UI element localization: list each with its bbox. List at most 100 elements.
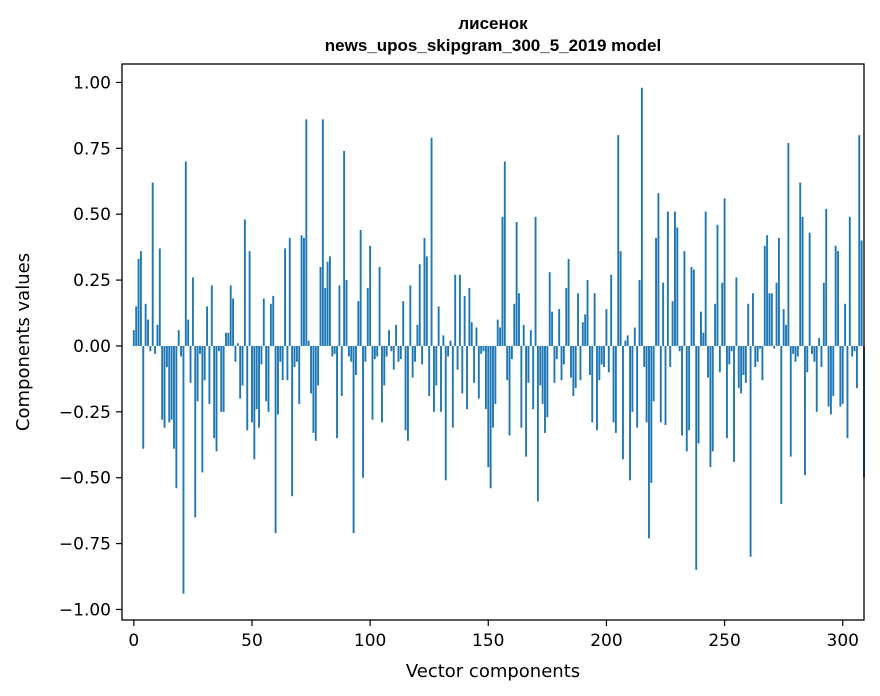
bar-27 xyxy=(196,345,199,402)
bar-121 xyxy=(418,264,421,346)
bar-65 xyxy=(286,345,289,381)
bar-238 xyxy=(695,345,698,570)
bar-222 xyxy=(657,193,660,346)
bar-115 xyxy=(404,345,407,431)
bar-112 xyxy=(397,345,400,362)
bar-194 xyxy=(591,345,594,423)
bar-299 xyxy=(839,345,842,407)
bar-235 xyxy=(688,345,691,431)
bar-250 xyxy=(723,198,726,346)
bar-293 xyxy=(825,208,828,346)
bar-242 xyxy=(704,211,707,346)
bar-295 xyxy=(829,345,832,415)
bar-137 xyxy=(456,345,459,370)
bar-202 xyxy=(610,274,613,346)
bar-265 xyxy=(759,345,761,349)
bar-211 xyxy=(631,345,634,412)
bar-148 xyxy=(482,345,485,352)
bar-266 xyxy=(761,345,764,381)
bar-151 xyxy=(489,345,492,489)
bar-75 xyxy=(310,345,312,394)
x-tick-label: 300 xyxy=(827,631,859,651)
bar-95 xyxy=(357,301,360,346)
bar-232 xyxy=(681,345,683,436)
bar-35 xyxy=(215,345,218,452)
x-tick-label: 250 xyxy=(708,631,740,651)
bar-249 xyxy=(721,282,724,346)
bar-181 xyxy=(560,345,563,381)
bar-157 xyxy=(503,161,506,346)
y-tick-label: −0.25 xyxy=(59,403,111,423)
bar-277 xyxy=(787,143,790,346)
bar-226 xyxy=(666,211,669,346)
bar-170 xyxy=(534,216,537,346)
bar-263 xyxy=(754,345,757,368)
bar-303 xyxy=(848,216,851,346)
bar-267 xyxy=(763,245,766,346)
bar-287 xyxy=(811,345,813,354)
bar-85 xyxy=(333,345,336,354)
bar-284 xyxy=(803,345,806,476)
bar-123 xyxy=(423,237,426,346)
bar-81 xyxy=(324,287,327,346)
bar-131 xyxy=(442,335,445,346)
bar-289 xyxy=(815,345,818,412)
bar-69 xyxy=(295,345,298,362)
bar-253 xyxy=(730,345,733,352)
bar-71 xyxy=(300,235,303,346)
bar-274 xyxy=(780,345,783,505)
bar-182 xyxy=(562,345,565,365)
bar-233 xyxy=(683,251,686,346)
bar-237 xyxy=(692,269,695,346)
x-tick-label: 100 xyxy=(354,631,386,651)
y-axis-label: Components values xyxy=(13,253,34,431)
bar-234 xyxy=(685,345,688,452)
bar-50 xyxy=(251,345,253,423)
x-tick-label: 0 xyxy=(128,631,139,651)
bar-92 xyxy=(350,345,353,362)
bar-264 xyxy=(756,345,759,362)
bar-10 xyxy=(156,324,159,346)
bar-34 xyxy=(213,345,216,439)
bar-62 xyxy=(279,345,282,362)
bar-145 xyxy=(475,327,478,346)
bar-200 xyxy=(605,309,608,346)
bar-21 xyxy=(182,345,185,594)
bar-276 xyxy=(785,324,787,346)
bar-46 xyxy=(241,345,244,386)
bar-3 xyxy=(139,251,142,346)
bar-228 xyxy=(671,301,674,346)
bar-214 xyxy=(638,280,641,346)
bar-129 xyxy=(437,306,440,346)
bar-164 xyxy=(520,345,523,428)
bar-124 xyxy=(425,256,428,346)
x-axis-label: Vector components xyxy=(406,661,580,682)
bar-172 xyxy=(539,345,542,386)
bar-285 xyxy=(806,345,809,373)
bar-290 xyxy=(818,338,821,346)
bar-198 xyxy=(600,345,603,365)
bar-4 xyxy=(142,345,145,449)
bar-245 xyxy=(711,345,714,452)
y-tick-label: 1.00 xyxy=(73,73,111,93)
bar-294 xyxy=(827,345,830,407)
bar-248 xyxy=(718,345,721,373)
bar-179 xyxy=(555,345,558,360)
bar-240 xyxy=(700,311,702,346)
bar-82 xyxy=(326,261,329,346)
bar-308 xyxy=(860,240,863,346)
bar-178 xyxy=(553,345,556,383)
bar-152 xyxy=(492,345,494,428)
bar-42 xyxy=(232,298,235,346)
x-tick-label: 200 xyxy=(590,631,622,651)
y-tick-label: 0.50 xyxy=(73,205,111,225)
bar-189 xyxy=(579,345,582,381)
bar-221 xyxy=(655,237,657,346)
bar-288 xyxy=(813,345,816,362)
bar-43 xyxy=(234,345,237,362)
bar-219 xyxy=(650,345,653,483)
bar-117 xyxy=(409,285,412,346)
bar-16 xyxy=(170,345,173,420)
bar-298 xyxy=(837,251,839,346)
